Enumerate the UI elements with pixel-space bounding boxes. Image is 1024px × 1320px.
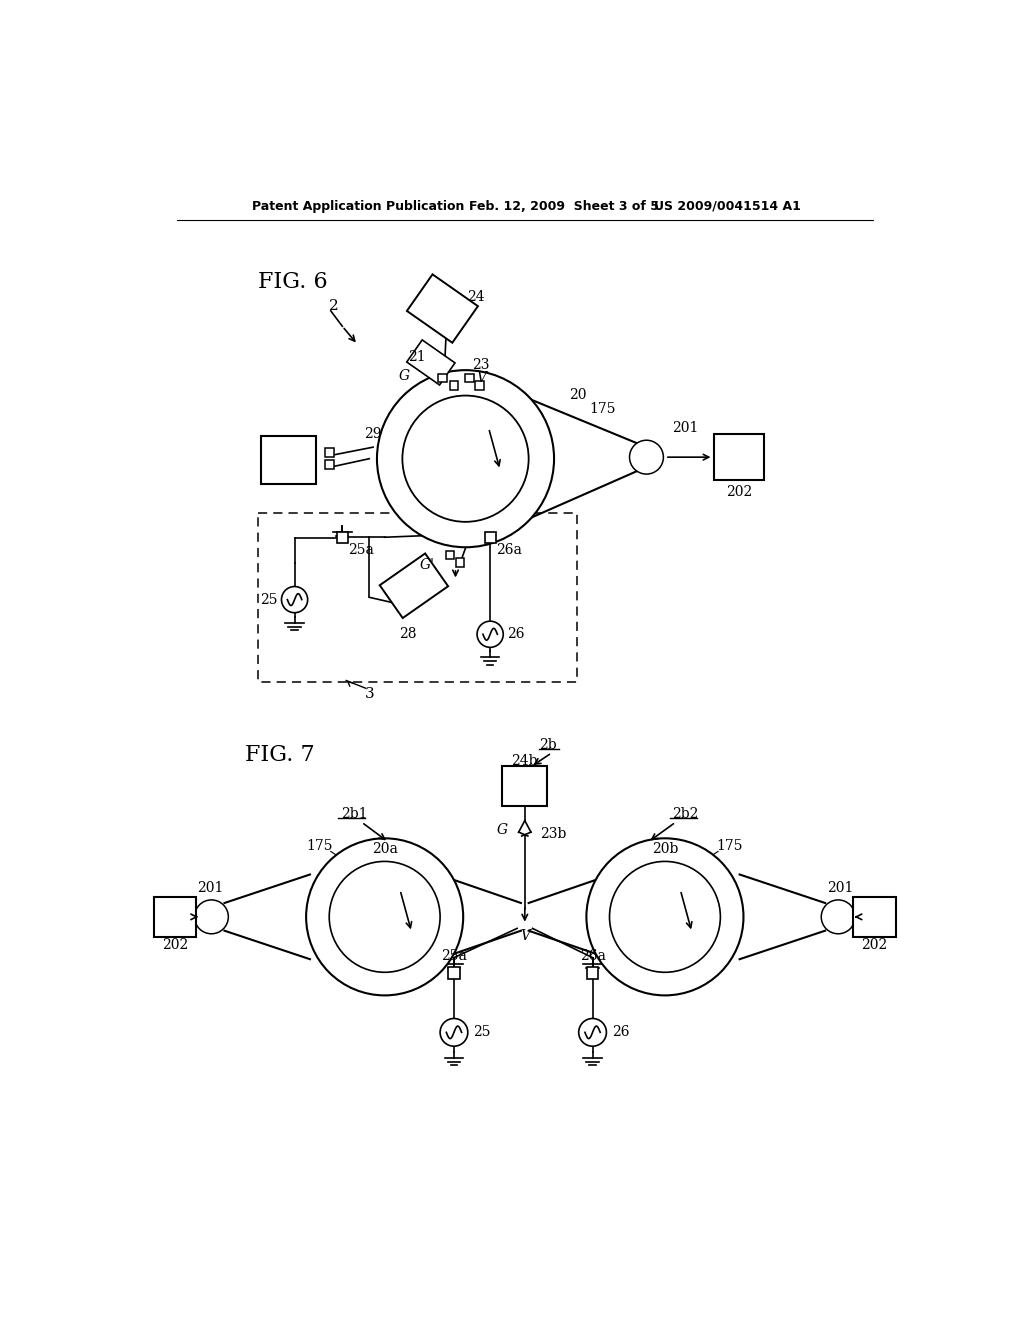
Text: 28: 28 bbox=[399, 627, 417, 642]
Text: 26a: 26a bbox=[497, 543, 522, 557]
Text: 175: 175 bbox=[717, 840, 742, 853]
Text: 26a: 26a bbox=[580, 949, 605, 964]
Bar bbox=[450, 381, 458, 389]
Text: 202: 202 bbox=[162, 937, 188, 952]
Bar bbox=[456, 558, 464, 566]
Bar bbox=[407, 341, 455, 385]
Circle shape bbox=[402, 396, 528, 521]
Bar bbox=[325, 447, 334, 457]
Bar bbox=[261, 437, 316, 484]
Bar bbox=[503, 766, 547, 807]
Text: US 2009/0041514 A1: US 2009/0041514 A1 bbox=[654, 199, 801, 213]
Text: 2b2: 2b2 bbox=[672, 808, 698, 821]
Text: 175: 175 bbox=[306, 840, 333, 853]
Circle shape bbox=[477, 622, 503, 647]
Text: 201: 201 bbox=[197, 880, 223, 895]
Text: 25a: 25a bbox=[348, 543, 375, 557]
Bar bbox=[380, 553, 449, 618]
Circle shape bbox=[330, 862, 440, 973]
Circle shape bbox=[609, 862, 720, 973]
Text: 24: 24 bbox=[467, 290, 484, 304]
Circle shape bbox=[195, 900, 228, 933]
Text: 25: 25 bbox=[473, 1026, 490, 1039]
Text: V: V bbox=[476, 371, 486, 385]
Text: 23b: 23b bbox=[541, 828, 566, 841]
Bar bbox=[445, 550, 455, 560]
Text: 20: 20 bbox=[569, 388, 587, 401]
Bar bbox=[154, 896, 197, 937]
Bar bbox=[258, 512, 578, 682]
Text: Patent Application Publication: Patent Application Publication bbox=[252, 199, 465, 213]
Text: 26: 26 bbox=[507, 627, 524, 642]
Bar bbox=[438, 374, 446, 381]
Bar bbox=[484, 532, 496, 543]
Text: 202: 202 bbox=[726, 484, 752, 499]
Text: 3: 3 bbox=[365, 686, 374, 701]
Circle shape bbox=[587, 838, 743, 995]
Circle shape bbox=[630, 441, 664, 474]
Bar bbox=[714, 434, 764, 480]
Bar bbox=[587, 968, 598, 979]
Circle shape bbox=[282, 586, 307, 612]
Bar bbox=[475, 381, 483, 389]
Text: 175: 175 bbox=[590, 401, 615, 416]
Bar bbox=[449, 968, 460, 979]
Circle shape bbox=[579, 1019, 606, 1047]
Text: 201: 201 bbox=[826, 880, 853, 895]
Text: 2: 2 bbox=[330, 300, 339, 313]
Text: FIG. 6: FIG. 6 bbox=[258, 271, 328, 293]
Text: FIG. 7: FIG. 7 bbox=[245, 744, 314, 766]
Bar bbox=[407, 275, 478, 343]
Text: 20a: 20a bbox=[372, 842, 397, 857]
Text: V: V bbox=[520, 929, 529, 942]
Text: 21: 21 bbox=[409, 350, 426, 364]
Text: 202: 202 bbox=[861, 937, 888, 952]
Text: 2b: 2b bbox=[539, 738, 556, 752]
Text: G: G bbox=[497, 822, 508, 837]
Text: 201: 201 bbox=[672, 421, 698, 434]
Text: 25: 25 bbox=[260, 593, 278, 607]
Text: 26: 26 bbox=[611, 1026, 630, 1039]
Bar bbox=[325, 461, 334, 470]
Text: 2b1: 2b1 bbox=[341, 808, 368, 821]
Circle shape bbox=[306, 838, 463, 995]
Bar bbox=[337, 532, 348, 543]
Text: 24b: 24b bbox=[512, 754, 538, 768]
Bar bbox=[853, 896, 896, 937]
Text: G': G' bbox=[420, 558, 434, 572]
Text: 25a: 25a bbox=[441, 949, 467, 964]
Text: 23: 23 bbox=[472, 358, 489, 372]
Circle shape bbox=[821, 900, 855, 933]
Text: G: G bbox=[398, 368, 410, 383]
Circle shape bbox=[377, 370, 554, 548]
Text: 29: 29 bbox=[364, 428, 381, 441]
Text: 20b: 20b bbox=[651, 842, 678, 857]
Bar bbox=[465, 374, 473, 381]
Text: Feb. 12, 2009  Sheet 3 of 5: Feb. 12, 2009 Sheet 3 of 5 bbox=[469, 199, 659, 213]
Circle shape bbox=[440, 1019, 468, 1047]
